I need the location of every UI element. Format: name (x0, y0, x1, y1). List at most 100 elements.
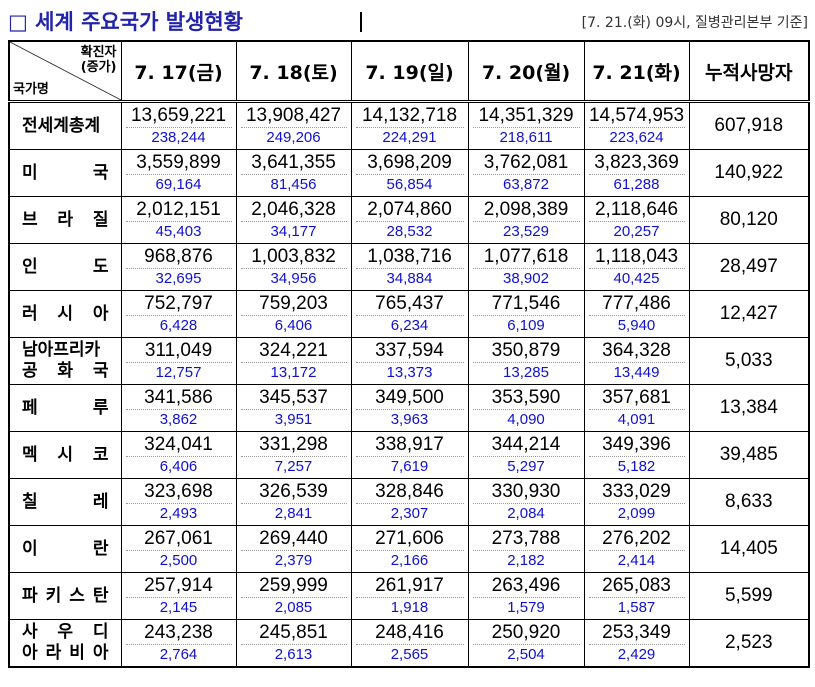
cell: 331,298 7,257 (235, 431, 352, 479)
column-header: 7. 19(일) (350, 40, 469, 103)
deaths: 2,523 (688, 619, 810, 668)
cell: 3,698,209 56,854 (350, 149, 469, 197)
column-header: 7. 18(토) (235, 40, 352, 103)
country-name: 이 란 (8, 525, 122, 573)
cell: 263,496 1,579 (467, 572, 585, 620)
cell: 337,594 13,373 (350, 337, 469, 385)
cases: 752,797 (125, 293, 232, 316)
increase: 3,963 (390, 410, 429, 428)
cell: 248,416 2,565 (350, 619, 469, 668)
cell: 2,074,860 28,532 (350, 196, 469, 244)
name-line: 멕 시 코 (22, 444, 109, 465)
cases: 333,029 (588, 481, 685, 504)
increase: 13,449 (613, 363, 660, 381)
country-name: 파 키 스 탄 (8, 572, 122, 620)
cases: 14,132,718 (355, 105, 464, 128)
column-header: 7. 17(금) (120, 40, 237, 103)
increase: 2,182 (507, 551, 545, 569)
cell: 350,879 13,285 (467, 337, 585, 385)
increase: 2,764 (159, 645, 198, 663)
increase: 1,587 (617, 598, 656, 616)
increase: 23,529 (503, 222, 549, 240)
cases: 324,041 (125, 434, 232, 457)
country-name: 칠 레 (8, 478, 122, 526)
country-name: 인 도 (8, 243, 122, 291)
increase: 6,234 (390, 316, 429, 334)
corner-cell: 확진자 (증가) 국가명 (8, 40, 122, 103)
cell: 257,914 2,145 (120, 572, 237, 620)
cases: 323,698 (125, 481, 232, 504)
corner-top: 확진자 (증가) (80, 45, 117, 75)
increase: 34,956 (270, 269, 317, 287)
cases: 245,851 (240, 622, 347, 645)
cell: 2,118,646 20,257 (583, 196, 690, 244)
increase: 13,373 (386, 363, 433, 381)
increase: 5,297 (507, 457, 545, 475)
cases: 267,061 (125, 528, 232, 551)
increase: 7,257 (274, 457, 313, 475)
cell: 328,846 2,307 (350, 478, 469, 526)
cell: 1,077,618 38,902 (467, 243, 585, 291)
cell: 2,098,389 23,529 (467, 196, 585, 244)
deaths: 5,033 (688, 337, 810, 385)
cell: 324,221 13,172 (235, 337, 352, 385)
increase: 5,182 (617, 457, 656, 475)
cases: 341,586 (125, 387, 232, 410)
country-name: 남아프리카 공 화 국 (8, 337, 122, 385)
cell: 357,681 4,091 (583, 384, 690, 432)
cell: 311,049 12,757 (120, 337, 237, 385)
name-line: 남아프리카 (22, 340, 101, 360)
increase: 6,109 (507, 316, 545, 334)
row: 전세계총계 13,659,221 238,244 13,908,427 249,206 1… (8, 101, 810, 150)
increase: 224,291 (382, 128, 437, 146)
row: 남아프리카 공 화 국 311,049 12,757 324,221 13,172 337,… (8, 337, 810, 385)
cell: 1,118,043 40,425 (583, 243, 690, 291)
column-header: 7. 21(화) (583, 40, 690, 103)
increase: 2,841 (274, 504, 313, 522)
cases: 331,298 (240, 434, 347, 457)
cases: 259,999 (240, 575, 347, 598)
cell: 765,437 6,234 (350, 290, 469, 338)
cases: 3,559,899 (125, 152, 232, 175)
name-line: 브 라 질 (22, 209, 109, 230)
row: 칠 레 323,698 2,493 326,539 2,841 328,846 2,307 3… (8, 478, 810, 526)
column-header: 누적사망자 (688, 40, 810, 103)
increase: 2,429 (617, 645, 656, 663)
cell: 13,908,427 249,206 (235, 101, 352, 150)
increase: 6,428 (159, 316, 198, 334)
cell: 968,876 32,695 (120, 243, 237, 291)
cases: 243,238 (125, 622, 232, 645)
deaths: 39,485 (688, 431, 810, 479)
increase: 6,406 (274, 316, 313, 334)
corner-bottom: 국가명 (13, 82, 49, 97)
increase: 69,164 (155, 175, 202, 193)
cell: 338,917 7,619 (350, 431, 469, 479)
cases: 349,396 (588, 434, 685, 457)
cases: 349,500 (355, 387, 464, 410)
increase: 56,854 (386, 175, 433, 193)
cases: 248,416 (355, 622, 464, 645)
cases: 364,328 (588, 340, 685, 363)
cell: 253,349 2,429 (583, 619, 690, 668)
increase: 4,090 (507, 410, 545, 428)
name-line: 전세계총계 (22, 115, 101, 136)
country-name: 브 라 질 (8, 196, 122, 244)
cases: 2,118,646 (588, 199, 685, 222)
row: 인 도 968,876 32,695 1,003,832 34,956 1,038,716… (8, 243, 810, 291)
cases: 14,351,329 (472, 105, 580, 128)
increase: 28,532 (386, 222, 433, 240)
increase: 2,307 (390, 504, 429, 522)
cell: 14,132,718 224,291 (350, 101, 469, 150)
row: 파 키 스 탄 257,914 2,145 259,999 2,085 261,917 1,… (8, 572, 810, 620)
column-header: 7. 20(월) (467, 40, 585, 103)
title: □ 세계 주요국가 발생현황 (8, 10, 243, 34)
increase: 63,872 (503, 175, 549, 193)
name-line: 파 키 스 탄 (22, 585, 109, 606)
increase: 61,288 (613, 175, 660, 193)
row: 페 루 341,586 3,862 345,537 3,951 349,500 3,963 3… (8, 384, 810, 432)
cases: 3,762,081 (472, 152, 580, 175)
cases: 2,074,860 (355, 199, 464, 222)
increase: 218,611 (499, 128, 553, 146)
cases: 344,214 (472, 434, 580, 457)
